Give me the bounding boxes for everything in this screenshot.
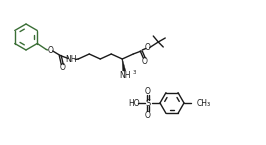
Text: O: O <box>141 57 147 66</box>
Text: O: O <box>145 87 151 96</box>
Text: 3: 3 <box>132 70 136 75</box>
Text: CH₃: CH₃ <box>197 98 211 107</box>
Text: HO: HO <box>128 98 140 107</box>
Polygon shape <box>122 59 126 71</box>
Text: O: O <box>145 110 151 119</box>
Text: NH: NH <box>119 71 131 80</box>
Text: NH: NH <box>65 55 77 64</box>
Text: O: O <box>47 46 53 55</box>
Text: S: S <box>146 98 151 107</box>
Text: O: O <box>145 44 151 52</box>
Text: O: O <box>59 63 65 72</box>
